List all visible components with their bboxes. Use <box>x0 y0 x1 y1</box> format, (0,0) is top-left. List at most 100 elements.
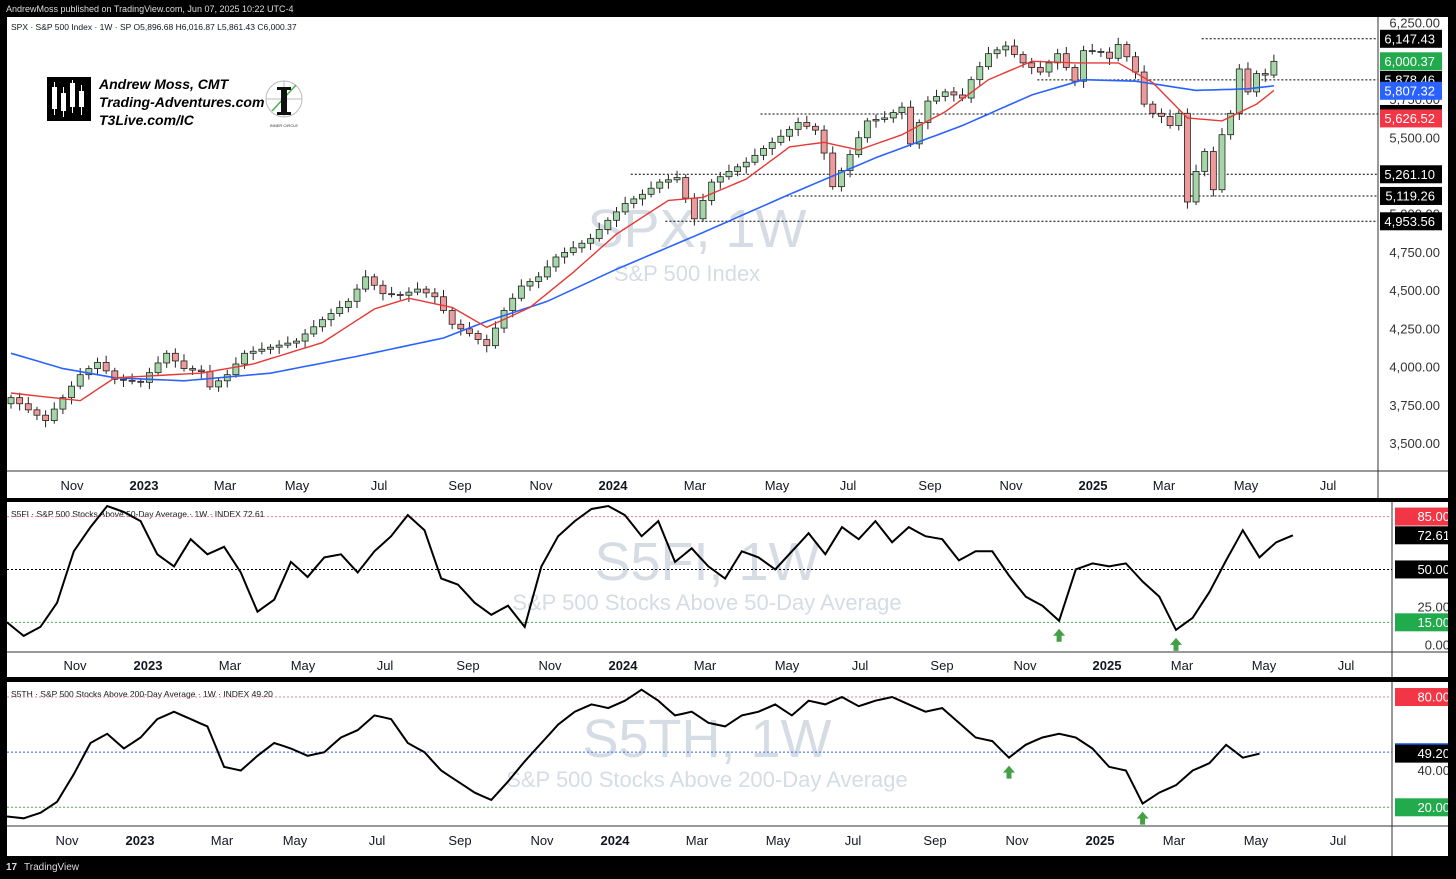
s5th-up-arrow-icon-0 <box>1003 765 1015 779</box>
s5fi-up-arrow-icon-0 <box>1053 628 1066 642</box>
spx-candle-128 <box>1114 44 1122 59</box>
spx-candle-11 <box>102 362 110 372</box>
spx-xtick-13: 2025 <box>1079 478 1108 493</box>
spx-candle-9 <box>85 368 93 376</box>
s5fi-chart[interactable]: S5FI, 1WS&P 500 Stocks Above 50-Day Aver… <box>6 502 1456 677</box>
author-link: T3Live.com/IC <box>99 112 194 128</box>
spx-candle-95 <box>829 152 837 188</box>
spx-candle-127 <box>1106 51 1113 59</box>
s5fi-panel[interactable]: S5FI, 1W S&P 500 Stocks Above 50-Day Aver… <box>6 502 1456 677</box>
s5th-watermark-title: S5TH, 1W <box>582 709 831 769</box>
spx-price-tag-6: 5,261.10 <box>1384 167 1435 182</box>
s5th-tag-0-box <box>1395 688 1456 707</box>
spx-candle-21 <box>189 368 197 371</box>
spx-candle-51 <box>448 310 456 325</box>
spx-candle-12 <box>111 370 119 380</box>
spx-candle-47 <box>414 288 421 293</box>
s5fi-tag-1-box <box>1395 526 1456 545</box>
spx-candle-112 <box>976 66 984 81</box>
spx-ytick-0: 6,250.00 <box>1389 17 1440 31</box>
spx-candle-60 <box>526 281 534 287</box>
spx-candle-87 <box>760 148 767 156</box>
spx-candle-142 <box>1235 68 1243 114</box>
s5th-tag-2-box <box>1395 744 1456 763</box>
spx-price-tag-8-box <box>1380 212 1442 231</box>
s5th-xtick-5: Sep <box>448 833 471 848</box>
spx-candle-125 <box>1088 50 1096 53</box>
spx-candle-16 <box>145 372 153 383</box>
spx-candle-80 <box>699 200 707 220</box>
spx-candle-58 <box>509 297 517 311</box>
spx-price-tag-5: 5,626.52 <box>1384 111 1435 126</box>
s5th-panel[interactable]: S5TH, 1W S&P 500 Stocks Above 200-Day Ave… <box>6 682 1456 856</box>
spx-candle-105 <box>915 122 923 145</box>
spx-xtick-3: May <box>285 478 310 493</box>
spx-panel[interactable]: SPX, 1W S&P 500 Index SPX · S&P 500 Index … <box>7 16 1448 498</box>
spx-candle-66 <box>578 242 586 249</box>
spx-candle-52 <box>457 323 465 330</box>
spx-candle-8 <box>76 374 84 387</box>
spx-candle-38 <box>336 307 344 314</box>
s5th-watermark-subtitle: S&P 500 Stocks Above 200-Day Average <box>506 767 908 792</box>
s5fi-watermark-title: S5FI, 1W <box>594 532 819 592</box>
s5th-tag-0: 80.00 <box>1417 690 1448 705</box>
spx-candle-135 <box>1175 112 1183 126</box>
s5fi-tag-0-box <box>1395 507 1456 526</box>
spx-candle-85 <box>742 161 750 168</box>
s5th-xtick-15: May <box>1244 833 1269 848</box>
s5fi-tag-4-box <box>1395 613 1456 632</box>
s5fi-tag-3: 25.00 <box>1417 600 1448 615</box>
s5th-chart[interactable]: S5TH, 1WS&P 500 Stocks Above 200-Day Ave… <box>6 682 1456 856</box>
spx-candle-141 <box>1227 112 1235 136</box>
spx-candle-37 <box>327 313 335 321</box>
spx-candle-0 <box>7 397 15 405</box>
spx-price-tag-8: 4,953.56 <box>1384 214 1435 229</box>
spx-price-tag-3-box <box>1380 81 1442 100</box>
s5fi-xtick-12: Nov <box>1013 658 1037 673</box>
s5th-tag-2: 49.20 <box>1417 746 1448 761</box>
s5fi-watermark-subtitle: S&P 500 Stocks Above 50-Day Average <box>512 590 901 615</box>
spx-candle-145 <box>1261 73 1269 76</box>
spx-candle-73 <box>639 193 646 200</box>
spx-candle-77 <box>673 177 681 181</box>
author-name: Andrew Moss, CMT <box>99 76 229 92</box>
spx-candle-19 <box>171 352 179 362</box>
spx-candle-108 <box>941 91 949 97</box>
author-text: Andrew Moss, CMT Trading-Adventures.com … <box>99 75 264 129</box>
s5th-xtick-16: Jul <box>1330 833 1347 848</box>
spx-candle-84 <box>734 166 741 172</box>
s5fi-xtick-11: Sep <box>930 658 953 673</box>
spx-price-tag-3: 5,807.32 <box>1384 83 1435 98</box>
s5fi-xtick-13: 2025 <box>1093 658 1122 673</box>
s5th-xtick-7: 2024 <box>601 833 631 848</box>
spx-candle-17 <box>154 362 162 374</box>
logo-caption: INNER CIRCLE <box>270 123 299 128</box>
spx-candle-123 <box>1071 67 1079 82</box>
spx-candle-71 <box>621 203 629 213</box>
s5fi-xtick-6: Nov <box>538 658 562 673</box>
spx-candle-61 <box>535 276 543 282</box>
spx-candle-36 <box>318 319 326 328</box>
s5fi-series-line <box>6 504 1294 638</box>
spx-candle-118 <box>1028 62 1036 68</box>
spx-price-tag-7: 5,119.26 <box>1385 188 1435 203</box>
spx-candle-31 <box>275 344 283 348</box>
s5fi-tag-4: 15.00 <box>1417 615 1448 630</box>
spx-candle-120 <box>1045 62 1053 73</box>
spx-candle-93 <box>812 125 819 131</box>
spx-candle-88 <box>768 141 776 149</box>
candlestick-logo-icon <box>47 77 91 121</box>
s5th-xtick-14: Mar <box>1163 833 1186 848</box>
spx-ytick-3: 5,500.00 <box>1389 130 1440 145</box>
spx-candle-117 <box>1019 54 1027 64</box>
spx-price-tag-0-box <box>1380 29 1442 48</box>
author-branding: Andrew Moss, CMT Trading-Adventures.com … <box>47 75 317 135</box>
spx-xtick-0: Nov <box>60 478 84 493</box>
spx-price-tag-1: 6,000.37 <box>1384 54 1435 69</box>
spx-candle-99 <box>863 120 871 139</box>
spx-candle-24 <box>215 380 223 388</box>
s5fi-tag-2: 50.00 <box>1417 562 1448 577</box>
spx-price-tag-6-box <box>1380 165 1442 184</box>
s5th-xtick-12: Nov <box>1005 833 1029 848</box>
